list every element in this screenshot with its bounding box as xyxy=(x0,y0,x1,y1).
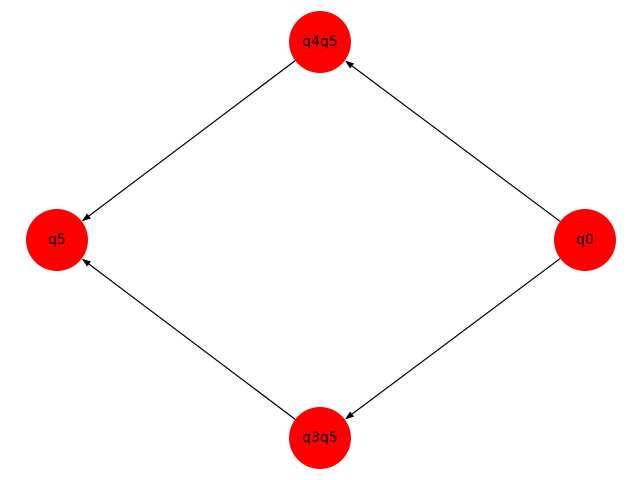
arrowhead-q3q5-to-q5 xyxy=(81,258,91,267)
arrowhead-q0-to-q4q5 xyxy=(344,60,354,69)
node-q5: q5 xyxy=(26,209,88,271)
node-circle-q3q5 xyxy=(289,407,351,469)
node-label-q3q5: q3q5 xyxy=(302,430,338,446)
edges-layer xyxy=(81,60,561,420)
node-circle-q4q5 xyxy=(289,11,351,73)
node-label-q0: q0 xyxy=(576,232,594,248)
node-label-q4q5: q4q5 xyxy=(302,34,338,50)
node-q0: q0 xyxy=(554,209,616,271)
arrowhead-q0-to-q3q5 xyxy=(344,411,354,420)
node-q3q5: q3q5 xyxy=(289,407,351,469)
node-circle-q0 xyxy=(554,209,616,271)
edge-q4q5-to-q5 xyxy=(85,60,296,219)
edge-q0-to-q3q5 xyxy=(348,258,561,417)
edge-q3q5-to-q5 xyxy=(85,261,296,420)
node-label-q5: q5 xyxy=(48,232,66,248)
nodes-layer: q0 q4q5 q3q5 q5 xyxy=(26,11,616,469)
node-circle-q5 xyxy=(26,209,88,271)
edge-q0-to-q4q5 xyxy=(348,63,561,222)
node-q4q5: q4q5 xyxy=(289,11,351,73)
arrowhead-q4q5-to-q5 xyxy=(81,213,91,222)
